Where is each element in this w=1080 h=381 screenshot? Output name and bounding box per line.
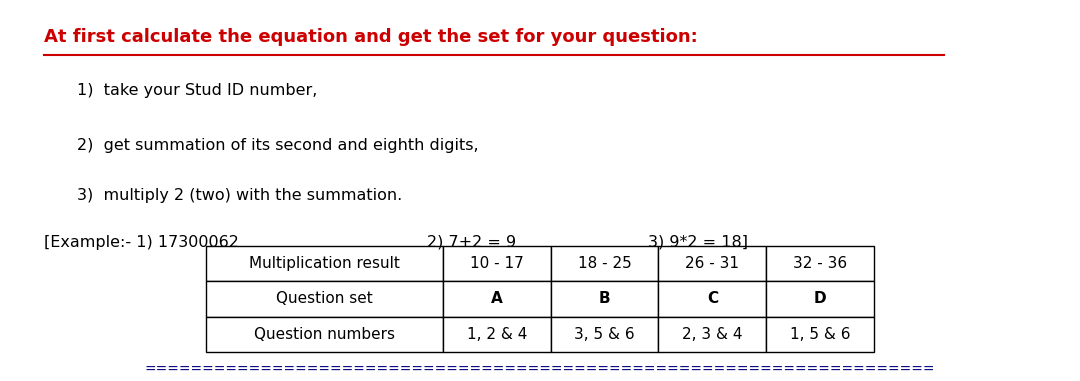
- Bar: [443, 281, 551, 317]
- Text: 1)  take your Stud ID number,: 1) take your Stud ID number,: [77, 83, 318, 98]
- Text: D: D: [813, 291, 826, 306]
- Text: 18 - 25: 18 - 25: [578, 256, 632, 271]
- Bar: [766, 246, 874, 281]
- Text: [Example:- 1) 17300062: [Example:- 1) 17300062: [44, 235, 240, 250]
- Text: 10 - 17: 10 - 17: [470, 256, 524, 271]
- Bar: [659, 317, 766, 352]
- Text: 3, 5 & 6: 3, 5 & 6: [575, 327, 635, 342]
- Text: 32 - 36: 32 - 36: [793, 256, 847, 271]
- Bar: [766, 281, 874, 317]
- Bar: [659, 246, 766, 281]
- Bar: [206, 317, 443, 352]
- Text: 26 - 31: 26 - 31: [686, 256, 740, 271]
- Text: Multiplication result: Multiplication result: [249, 256, 400, 271]
- Text: Question numbers: Question numbers: [254, 327, 395, 342]
- Text: 2, 3 & 4: 2, 3 & 4: [683, 327, 743, 342]
- Text: ====================================================================: ========================================…: [145, 363, 935, 377]
- Text: 1, 5 & 6: 1, 5 & 6: [789, 327, 850, 342]
- Bar: [206, 281, 443, 317]
- Bar: [551, 317, 659, 352]
- Bar: [766, 317, 874, 352]
- Text: 3)  multiply 2 (two) with the summation.: 3) multiply 2 (two) with the summation.: [77, 188, 402, 203]
- Bar: [551, 281, 659, 317]
- Text: 1, 2 & 4: 1, 2 & 4: [467, 327, 527, 342]
- Text: A: A: [491, 291, 503, 306]
- Bar: [551, 246, 659, 281]
- Text: B: B: [598, 291, 610, 306]
- Text: C: C: [706, 291, 718, 306]
- Bar: [206, 246, 443, 281]
- Text: Question set: Question set: [276, 291, 373, 306]
- Bar: [443, 317, 551, 352]
- Bar: [443, 246, 551, 281]
- Text: At first calculate the equation and get the set for your question:: At first calculate the equation and get …: [44, 27, 699, 45]
- Text: 2) 7+2 = 9: 2) 7+2 = 9: [427, 235, 516, 250]
- Bar: [659, 281, 766, 317]
- Text: 3) 9*2 = 18]: 3) 9*2 = 18]: [648, 235, 747, 250]
- Text: 2)  get summation of its second and eighth digits,: 2) get summation of its second and eight…: [77, 138, 478, 152]
